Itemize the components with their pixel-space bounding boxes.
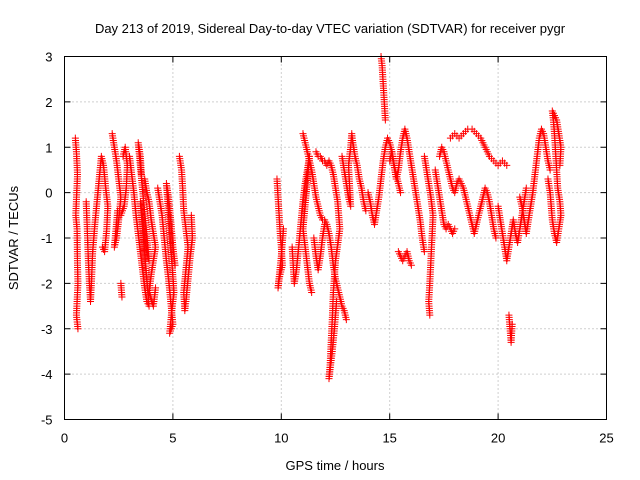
x-tick-label: 0	[61, 431, 68, 446]
y-tick-label: -4	[41, 367, 53, 382]
data-point	[342, 316, 350, 324]
y-tick-label: -5	[41, 413, 53, 428]
y-tick-label: 3	[45, 50, 52, 65]
data-point	[279, 225, 287, 233]
data-point	[381, 116, 389, 124]
data-point	[407, 261, 415, 269]
y-tick-label: 1	[45, 140, 52, 155]
data-point	[98, 243, 106, 251]
data-point	[308, 288, 316, 296]
y-tick-label: -3	[41, 322, 53, 337]
data-point	[546, 166, 554, 174]
y-tick-label: -2	[41, 276, 53, 291]
data-point	[508, 320, 516, 328]
x-axis-ticks: 0 5 10 15 20 25	[61, 56, 614, 446]
data-point	[137, 170, 145, 178]
x-tick-label: 20	[491, 431, 505, 446]
data-point	[503, 161, 511, 169]
y-tick-label: 0	[45, 186, 52, 201]
data-point	[119, 152, 127, 160]
data-points	[71, 53, 565, 383]
x-tick-label: 5	[169, 431, 176, 446]
x-axis-label: GPS time / hours	[286, 458, 385, 473]
data-point	[492, 234, 500, 242]
data-point	[152, 284, 160, 292]
y-tick-label: -1	[41, 231, 53, 246]
data-point	[333, 298, 341, 306]
data-point	[426, 311, 434, 319]
data-point	[420, 248, 428, 256]
data-point	[522, 184, 530, 192]
y-tick-label: 2	[45, 95, 52, 110]
chart-title: Day 213 of 2019, Sidereal Day-to-day VTE…	[95, 21, 566, 36]
data-point	[171, 261, 179, 269]
grid	[64, 56, 607, 420]
data-point	[397, 189, 405, 197]
data-point	[556, 161, 564, 169]
x-tick-label: 25	[599, 431, 613, 446]
data-point	[187, 211, 195, 219]
x-tick-label: 10	[274, 431, 288, 446]
data-point	[451, 225, 459, 233]
data-point	[118, 293, 126, 301]
data-point	[74, 325, 82, 333]
y-axis-label: SDTVAR / TECUs	[6, 185, 21, 290]
y-axis-ticks: -5 -4 -3 -2 -1 0 1 2 3	[41, 50, 607, 428]
data-point	[321, 220, 329, 228]
x-tick-label: 15	[382, 431, 396, 446]
